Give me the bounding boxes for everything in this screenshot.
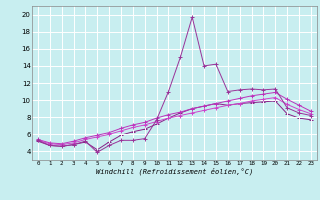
- X-axis label: Windchill (Refroidissement éolien,°C): Windchill (Refroidissement éolien,°C): [96, 168, 253, 175]
